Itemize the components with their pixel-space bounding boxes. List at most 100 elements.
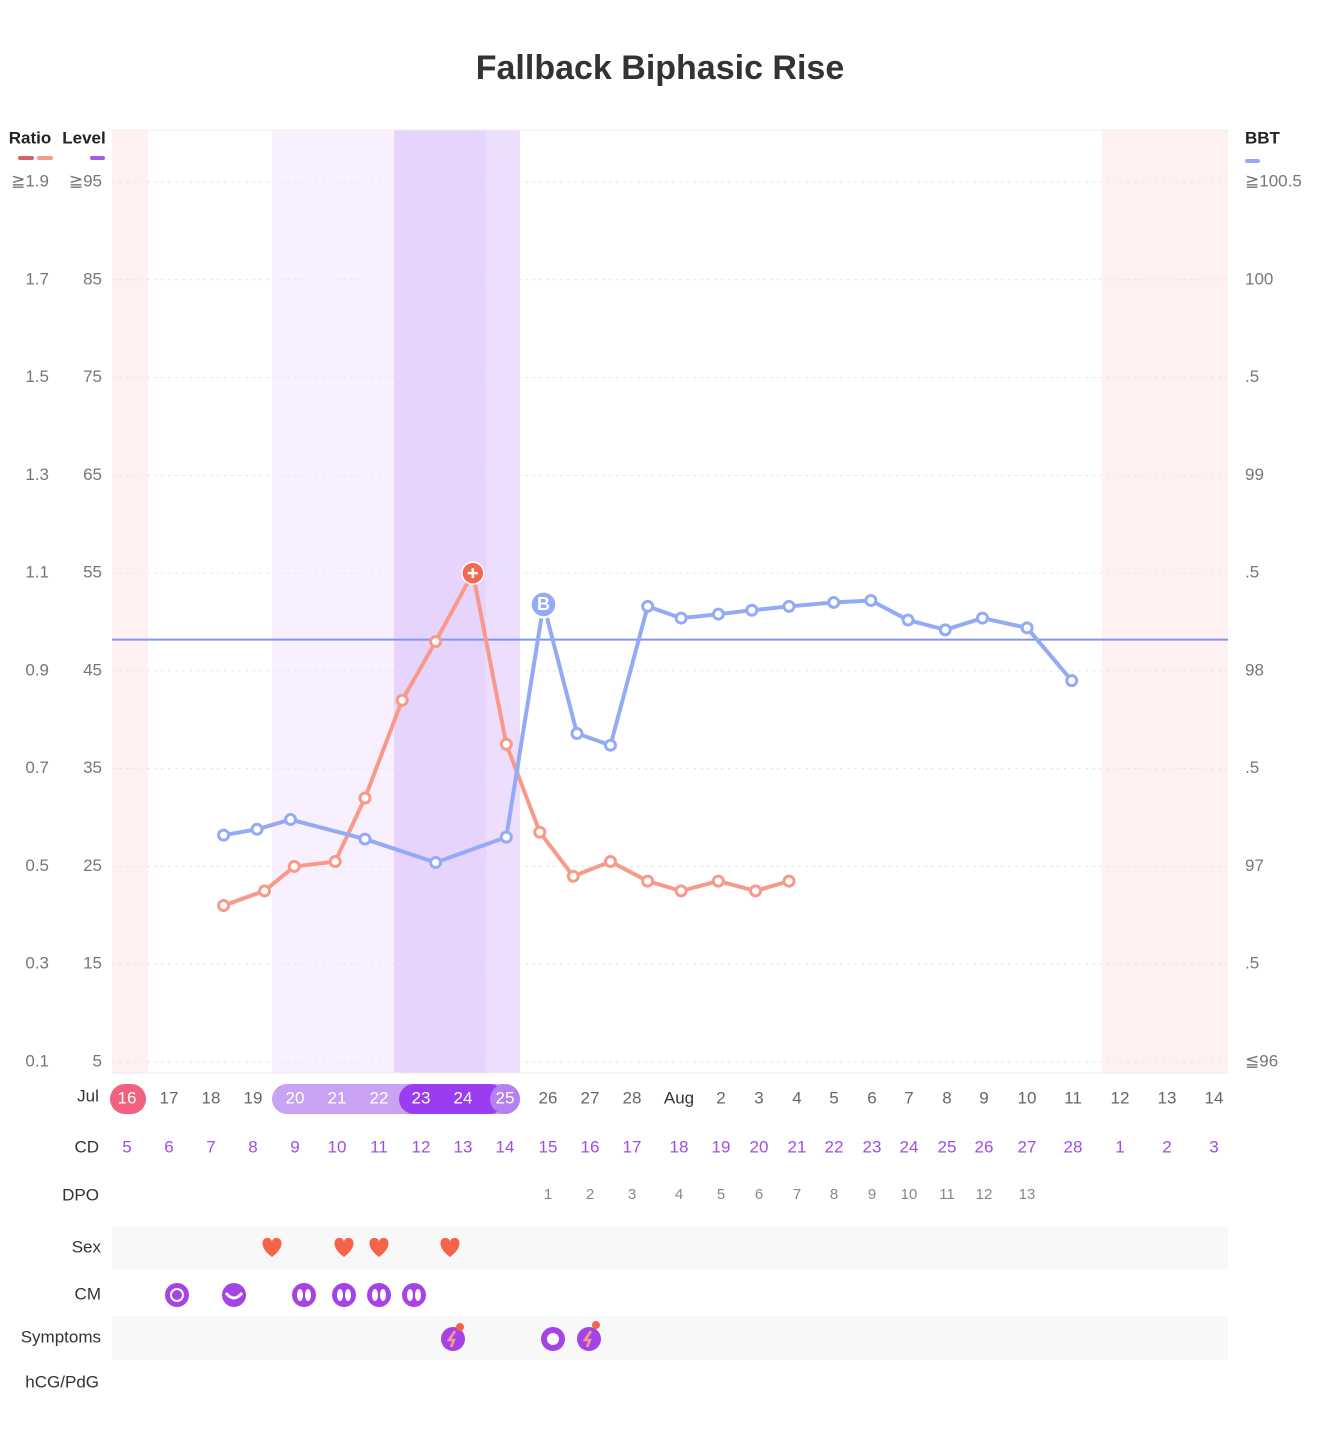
cd-label: 21	[788, 1137, 807, 1156]
cd-label: 3	[1209, 1137, 1218, 1156]
date-label: 25	[496, 1088, 515, 1107]
data-point	[284, 813, 298, 827]
data-point	[749, 884, 763, 898]
date-label: 12	[1111, 1088, 1130, 1107]
y2-tick-label: 100	[1245, 269, 1273, 288]
cd-label: 17	[623, 1137, 642, 1156]
date-label: 26	[539, 1088, 558, 1107]
date-label: 20	[286, 1088, 305, 1107]
dpo-label: 13	[1019, 1186, 1036, 1203]
cd-label: 19	[712, 1137, 731, 1156]
dpo-label: 11	[939, 1186, 955, 1203]
dpo-label: 2	[586, 1186, 594, 1203]
data-point	[358, 791, 372, 805]
y2-tick-label: .5	[1245, 954, 1259, 973]
date-label: 2	[716, 1088, 725, 1107]
y-tick-label: 1.7	[25, 269, 49, 288]
date-label: 4	[792, 1088, 801, 1107]
cd-label: 23	[863, 1137, 882, 1156]
cd-label: 24	[900, 1137, 919, 1156]
data-point	[258, 884, 272, 898]
cd-label: 14	[496, 1137, 515, 1156]
date-label: 8	[942, 1088, 951, 1107]
data-point	[938, 623, 952, 637]
data-point	[711, 607, 725, 621]
y2-tick-label: ≧100.5	[1245, 171, 1302, 190]
dpo-label: 5	[717, 1186, 725, 1203]
data-point	[217, 828, 231, 842]
date-label: 18	[202, 1088, 221, 1107]
data-point	[901, 613, 915, 627]
y-tick-label: ≧95	[69, 171, 102, 190]
cd-label: 18	[670, 1137, 689, 1156]
data-point	[641, 874, 655, 888]
chart-title: Fallback Biphasic Rise	[476, 49, 845, 87]
y-tick-label: 1.3	[25, 465, 49, 484]
legend-bbt: BBT	[1245, 128, 1281, 147]
y-tick-label: 25	[83, 856, 102, 875]
y-tick-label: ≧1.9	[11, 171, 49, 190]
dpo-label: 7	[793, 1186, 801, 1203]
date-label: 3	[754, 1088, 763, 1107]
bbt-marker	[529, 590, 558, 619]
date-label: 11	[1064, 1088, 1082, 1107]
dpo-label: 3	[628, 1186, 636, 1203]
data-point	[603, 855, 617, 869]
data-point	[674, 884, 688, 898]
data-point	[864, 593, 878, 607]
row-label: Sex	[72, 1237, 102, 1256]
y-tick-label: 35	[83, 758, 102, 777]
data-point	[429, 635, 443, 649]
data-point	[533, 825, 547, 839]
y-tick-label: 0.1	[25, 1051, 49, 1070]
y-tick-label: 0.9	[25, 660, 49, 679]
fertile-band	[272, 130, 394, 1073]
date-label: 7	[904, 1088, 913, 1107]
peak-pill	[399, 1084, 505, 1114]
symptom-icons	[441, 1321, 601, 1351]
y2-tick-label: 99	[1245, 465, 1264, 484]
cd-label: 1	[1115, 1137, 1124, 1156]
date-label: 23	[412, 1088, 431, 1107]
data-point	[217, 899, 231, 913]
data-point	[975, 611, 989, 625]
peak-band	[394, 130, 486, 1073]
y2-tick-label: .5	[1245, 367, 1259, 386]
data-point	[674, 611, 688, 625]
data-point	[429, 856, 443, 870]
cd-label: 7	[206, 1137, 215, 1156]
date-label: 22	[370, 1088, 389, 1107]
data-point	[603, 738, 617, 752]
data-point	[782, 874, 796, 888]
date-label: 16	[118, 1088, 137, 1107]
data-point	[499, 830, 513, 844]
period-band	[112, 130, 148, 1073]
data-point	[1065, 674, 1079, 688]
cd-label: 16	[581, 1137, 600, 1156]
cd-label: 8	[248, 1137, 257, 1156]
date-label: 17	[160, 1088, 179, 1107]
date-label: 5	[829, 1088, 838, 1107]
cd-label: 15	[539, 1137, 558, 1156]
date-label: 27	[581, 1088, 600, 1107]
fertile-band	[486, 130, 520, 1073]
peak-plus	[467, 568, 478, 579]
y2-tick-label: 98	[1245, 660, 1264, 679]
data-point	[250, 822, 264, 836]
cd-label: 27	[1018, 1137, 1037, 1156]
row-band	[112, 1226, 1228, 1270]
cd-label: 2	[1162, 1137, 1171, 1156]
date-label: 14	[1205, 1088, 1224, 1107]
y-tick-label: 5	[93, 1051, 102, 1070]
data-point	[395, 693, 409, 707]
y-tick-label: 1.5	[25, 367, 49, 386]
y-tick-label: 0.7	[25, 758, 49, 777]
row-band	[112, 1316, 1228, 1360]
data-point	[566, 869, 580, 883]
data-point	[570, 726, 584, 740]
cm-icons	[165, 1283, 426, 1307]
cd-label: 11	[370, 1137, 388, 1156]
y2-tick-label: 97	[1245, 856, 1264, 875]
date-label: 28	[623, 1088, 642, 1107]
